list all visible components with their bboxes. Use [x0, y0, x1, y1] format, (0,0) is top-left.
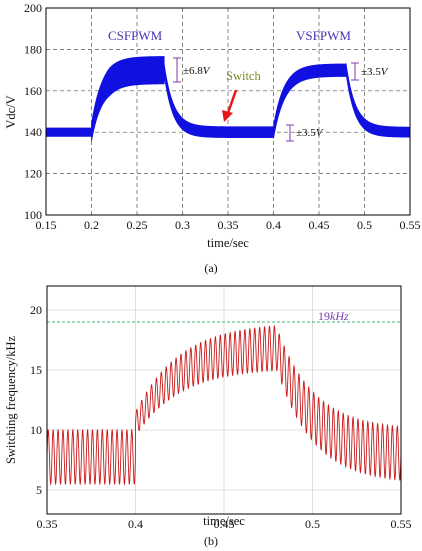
chart-a-x-tick-6: 0.45 — [309, 218, 330, 232]
chart-a-x-tick-5: 0.4 — [266, 218, 281, 232]
chart-b-x-axis-label: time/sec — [203, 514, 245, 528]
chart-a-plot-frame — [45, 7, 411, 216]
chart-a-y-axis-label: Vdc/V — [4, 95, 18, 128]
chart-a-vdc-line — [45, 56, 411, 142]
chart-a-y-tick-4: 180 — [24, 42, 42, 56]
chart-a-x-axis-label: time/sec — [207, 236, 249, 250]
chart-b-x-tick-3: 0.5 — [305, 517, 320, 531]
chart-a-y-tick-0: 100 — [24, 208, 42, 222]
chart-a-x-tick-1: 0.2 — [84, 218, 99, 232]
chart-a-ripple-1: ±6.8 — [183, 65, 203, 77]
chart-a-y-tick-5: 200 — [24, 1, 42, 15]
chart-a-x-tick-3: 0.3 — [175, 218, 190, 232]
chart-a-mode-left-label: CSFPWM — [108, 28, 163, 43]
chart-b-ref-unit: kHz — [330, 309, 349, 323]
chart-b-x-tick-2: 0.45 — [214, 517, 235, 531]
chart-a-y-tick-1: 120 — [24, 167, 42, 181]
chart-b-x-tick-labels: 0.35 0.4 0.45 0.5 0.55 — [37, 517, 412, 531]
chart-b-y-tick-3: 20 — [30, 303, 42, 317]
chart-a-ripple-3-unit: V — [316, 127, 324, 139]
chart-a-y-tick-2: 140 — [24, 125, 42, 139]
chart-a-arrow — [222, 89, 238, 122]
chart-b-y-tick-labels: 5 10 15 20 — [30, 303, 42, 497]
chart-b-panel-label: (b) — [204, 534, 218, 548]
chart-b-y-axis-label: Switching frequency/kHz — [4, 336, 18, 465]
chart-a-x-tick-8: 0.55 — [400, 218, 421, 232]
svg-text:±3.5V: ±3.5V — [296, 127, 324, 139]
chart-b-y-tick-0: 5 — [36, 483, 42, 497]
chart-a-ripple-2: ±3.5 — [361, 66, 381, 78]
chart-b: 0.35 0.4 0.45 0.5 0.55 5 10 15 20 19kHz time/se… — [4, 285, 412, 548]
chart-a-ripple-2-unit: V — [381, 66, 389, 78]
chart-a-y-tick-3: 160 — [24, 84, 42, 98]
chart-a-panel-label: (a) — [204, 261, 217, 275]
svg-text:19kHz: 19kHz — [318, 309, 349, 323]
chart-b-frequency-line — [46, 325, 402, 486]
chart-a-x-tick-4: 0.35 — [218, 218, 239, 232]
chart-a-ripple-1-unit: V — [203, 65, 211, 77]
chart-b-plot-frame — [46, 285, 402, 515]
chart-b-ref-value: 19 — [318, 309, 330, 323]
chart-a-ripple-marker-2 — [351, 62, 359, 81]
chart-a-ripple-marker-1 — [173, 57, 181, 83]
chart-a-switch-label: Switch — [226, 69, 261, 83]
chart-a-series-line — [45, 56, 411, 142]
chart-b-series-line — [46, 325, 402, 486]
chart-b-x-tick-0: 0.35 — [37, 517, 58, 531]
chart-b-x-tick-1: 0.4 — [128, 517, 143, 531]
chart-b-y-tick-2: 15 — [30, 363, 42, 377]
chart-a-ripple-marker-3 — [286, 124, 294, 142]
chart-a: 0.15 0.2 0.25 0.3 0.35 0.4 0.45 0.5 0.55 1001201… — [4, 1, 421, 275]
svg-text:±3.5V: ±3.5V — [361, 66, 389, 78]
chart-a-x-tick-2: 0.25 — [127, 218, 148, 232]
chart-a-mode-right-label: VSFPWM — [296, 28, 351, 43]
chart-b-y-tick-1: 10 — [30, 423, 42, 437]
chart-a-x-tick-0: 0.15 — [36, 218, 57, 232]
chart-a-ripple-3: ±3.5 — [296, 127, 316, 139]
chart-a-x-tick-7: 0.5 — [357, 218, 372, 232]
chart-a-x-tick-labels: 0.15 0.2 0.25 0.3 0.35 0.4 0.45 0.5 0.55 — [36, 218, 421, 232]
chart-a-y-tick-labels: 100 120 140 160 180 200 — [24, 1, 42, 222]
svg-text:±6.8V: ±6.8V — [183, 65, 211, 77]
chart-b-x-tick-4: 0.55 — [391, 517, 412, 531]
